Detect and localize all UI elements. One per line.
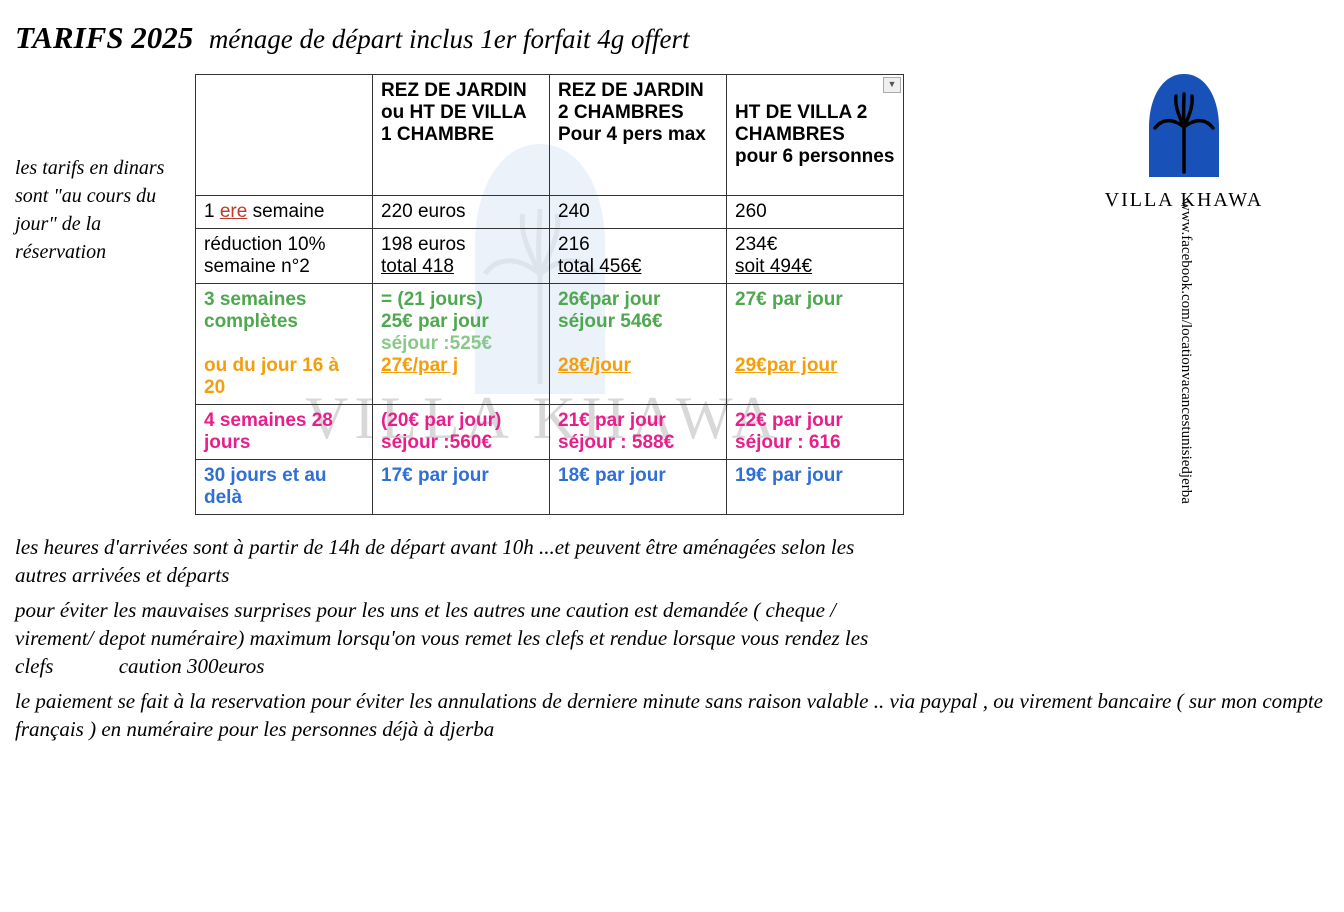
facebook-url: www.facebook.com/locationvacancestunisie… [1177, 200, 1194, 600]
row1-c1: 220 euros [373, 196, 550, 229]
table-row: 30 jours et au delà 17€ par jour 18€ par… [196, 460, 904, 515]
price-table: REZ DE JARDIN ou HT DE VILLA 1 CHAMBRE R… [195, 74, 904, 515]
header-col2: REZ DE JARDIN 2 CHAMBRES Pour 4 pers max [550, 75, 727, 196]
row1-label: 1 ere semaine [196, 196, 373, 229]
row2-c2: 216 total 456€ [550, 229, 727, 284]
row4-c1: (20€ par jour) séjour :560€ [373, 405, 550, 460]
dropdown-icon[interactable]: ▼ [883, 77, 901, 93]
row1-c3: 260 [727, 196, 904, 229]
row2-c3: 234€ soit 494€ [727, 229, 904, 284]
table-row: 4 semaines 28 jours (20€ par jour) séjou… [196, 405, 904, 460]
table-header-row: REZ DE JARDIN ou HT DE VILLA 1 CHAMBRE R… [196, 75, 904, 196]
row4-c2: 21€ par jour séjour : 588€ [550, 405, 727, 460]
deposit-amount: caution 300euros [119, 652, 265, 680]
logo-area: VILLA KHAWA [1084, 72, 1284, 212]
title-sub: ménage de départ inclus 1er forfait 4g o… [209, 24, 690, 54]
bottom-text: les heures d'arrivées sont à partir de 1… [15, 533, 1329, 743]
table-row: 3 semaines complètes ou du jour 16 à 20 … [196, 284, 904, 405]
price-table-wrap: VILLA KHAWA REZ DE JARDIN ou HT DE VILLA… [195, 74, 904, 515]
row5-label: 30 jours et au delà [196, 460, 373, 515]
row5-c1: 17€ par jour [373, 460, 550, 515]
row1-c2: 240 [550, 196, 727, 229]
row2-c1: 198 euros total 418 [373, 229, 550, 284]
row3-c2: 26€par jour séjour 546€ 28€/jour [550, 284, 727, 405]
left-note: les tarifs en dinars sont "au cours du j… [15, 74, 195, 266]
row3-c3: 27€ par jour 29€par jour [727, 284, 904, 405]
row5-c3: 19€ par jour [727, 460, 904, 515]
title-main: TARIFS 2025 [15, 20, 193, 55]
deposit-info: pour éviter les mauvaises surprises pour… [15, 596, 885, 681]
table-row: 1 ere semaine 220 euros 240 260 [196, 196, 904, 229]
payment-info: le paiement se fait à la reservation pou… [15, 687, 1329, 744]
header-empty [196, 75, 373, 196]
row5-c2: 18€ par jour [550, 460, 727, 515]
villa-khawa-logo [1139, 72, 1229, 182]
arrival-info: les heures d'arrivées sont à partir de 1… [15, 533, 885, 590]
header-col1: REZ DE JARDIN ou HT DE VILLA 1 CHAMBRE [373, 75, 550, 196]
row3-c1: = (21 jours) 25€ par jour séjour :525€ 2… [373, 284, 550, 405]
row3-label: 3 semaines complètes ou du jour 16 à 20 [196, 284, 373, 405]
row4-label: 4 semaines 28 jours [196, 405, 373, 460]
row4-c3: 22€ par jour séjour : 616 [727, 405, 904, 460]
row2-label: réduction 10% semaine n°2 [196, 229, 373, 284]
header-col3-text: HT DE VILLA 2 CHAMBRES pour 6 personnes [735, 102, 894, 167]
header-col3: HT DE VILLA 2 CHAMBRES pour 6 personnes … [727, 75, 904, 196]
page-title: TARIFS 2025 ménage de départ inclus 1er … [15, 20, 1329, 56]
table-row: réduction 10% semaine n°2 198 euros tota… [196, 229, 904, 284]
